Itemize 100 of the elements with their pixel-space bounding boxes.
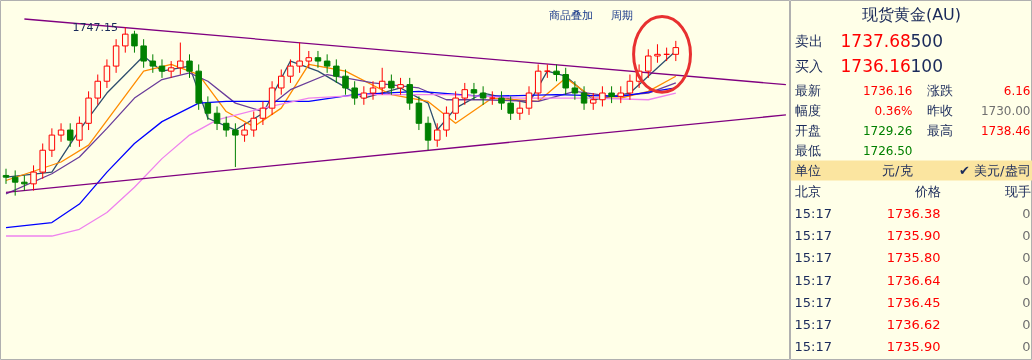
candlestick [57, 122, 65, 143]
text: 涨跌 [926, 83, 953, 98]
candlestick [498, 90, 505, 111]
candlestick [48, 127, 56, 158]
candlestick [378, 67, 386, 96]
text: ✔ 美元/盎司 [959, 163, 1031, 178]
text: 价格 [913, 184, 941, 199]
text: 1738.46 [980, 124, 1031, 138]
candlestick [571, 80, 579, 101]
text: 1729.26 [862, 124, 913, 138]
candlestick [158, 58, 166, 79]
text: 0 [1022, 294, 1031, 310]
candlestick [222, 116, 230, 138]
candlestick [213, 105, 221, 131]
candlestick [672, 40, 680, 62]
candlestick [626, 74, 634, 101]
candlestick [443, 105, 450, 138]
text: 15:17 [794, 272, 832, 288]
candlestick [11, 169, 19, 197]
candlestick [131, 30, 138, 54]
candlestick [278, 68, 285, 96]
candlestick [268, 80, 276, 116]
candlestick [112, 38, 120, 74]
text: 1735.80 [886, 250, 941, 266]
text: 卖出 [794, 32, 823, 49]
text: 100 [910, 56, 943, 76]
candlestick [177, 42, 184, 76]
candlestick [30, 164, 37, 192]
text: 0 [1022, 206, 1031, 221]
text: 15:17 [794, 294, 832, 310]
text: 0 [1022, 272, 1031, 288]
candlestick [388, 74, 395, 96]
candlestick [66, 122, 74, 148]
candlestick [323, 53, 331, 74]
candlestick [149, 53, 157, 74]
annotation: 1747.15 [72, 21, 118, 35]
candlestick [232, 122, 239, 168]
candlestick [580, 85, 588, 111]
candlestick [507, 95, 514, 121]
text: 1726.50 [862, 144, 913, 158]
candlestick [434, 122, 441, 148]
candlestick [654, 43, 661, 64]
candlestick [351, 80, 358, 106]
text: 现手 [1004, 184, 1031, 199]
candlestick [287, 58, 294, 84]
candlestick [342, 68, 349, 96]
text: 元/克 [882, 163, 913, 178]
text: 现货黄金(AU) [861, 5, 962, 24]
text: 最高 [926, 123, 953, 138]
candlestick [489, 90, 496, 106]
candlestick [314, 50, 322, 69]
text: 1737.68 [840, 31, 911, 51]
text: 1736.16 [840, 56, 911, 76]
candlestick [516, 100, 524, 121]
text: 15:17 [794, 250, 832, 266]
text: 1736.64 [886, 272, 941, 288]
text: 买入 [794, 57, 823, 74]
text: 0 [1022, 339, 1031, 355]
candlestick [103, 58, 111, 89]
candlestick [2, 168, 10, 185]
candlestick [333, 58, 340, 84]
candlestick [204, 95, 212, 121]
candlestick [415, 95, 423, 131]
text: 0.36% [874, 103, 913, 118]
candlestick [259, 100, 267, 126]
candlestick [599, 85, 606, 107]
text: 商品叠加 [548, 8, 593, 22]
text: 1736.45 [886, 294, 941, 310]
candlestick [470, 82, 478, 101]
text: 1730.00 [980, 104, 1031, 118]
text: 单位 [794, 163, 821, 178]
candlestick [525, 85, 533, 116]
candlestick [39, 142, 46, 180]
text: 1735.90 [886, 228, 941, 244]
candlestick [76, 116, 83, 148]
text: 15:17 [794, 206, 832, 221]
candlestick [241, 122, 248, 143]
candlestick [406, 77, 413, 111]
text: 1736.62 [886, 317, 941, 332]
candlestick [479, 85, 487, 106]
text: 0 [1022, 228, 1031, 244]
candlestick [424, 116, 432, 151]
candlestick [94, 74, 102, 106]
text: 1735.90 [886, 339, 941, 355]
candlestick [452, 90, 459, 121]
text: 0 [1022, 250, 1031, 266]
text: 0 [1022, 317, 1031, 332]
text: 15:17 [794, 317, 832, 332]
candlestick [296, 42, 303, 74]
text: 最新 [794, 83, 821, 98]
text: 北京 [794, 184, 821, 199]
text: 1736.16 [862, 84, 913, 98]
text: 幅度 [794, 103, 821, 118]
text: 最低 [794, 143, 821, 158]
text: 15:17 [794, 339, 832, 355]
candlestick [122, 26, 129, 54]
candlestick [534, 63, 542, 101]
candlestick [562, 67, 569, 96]
text: 15:17 [794, 228, 832, 244]
text: 1736.38 [886, 206, 941, 221]
